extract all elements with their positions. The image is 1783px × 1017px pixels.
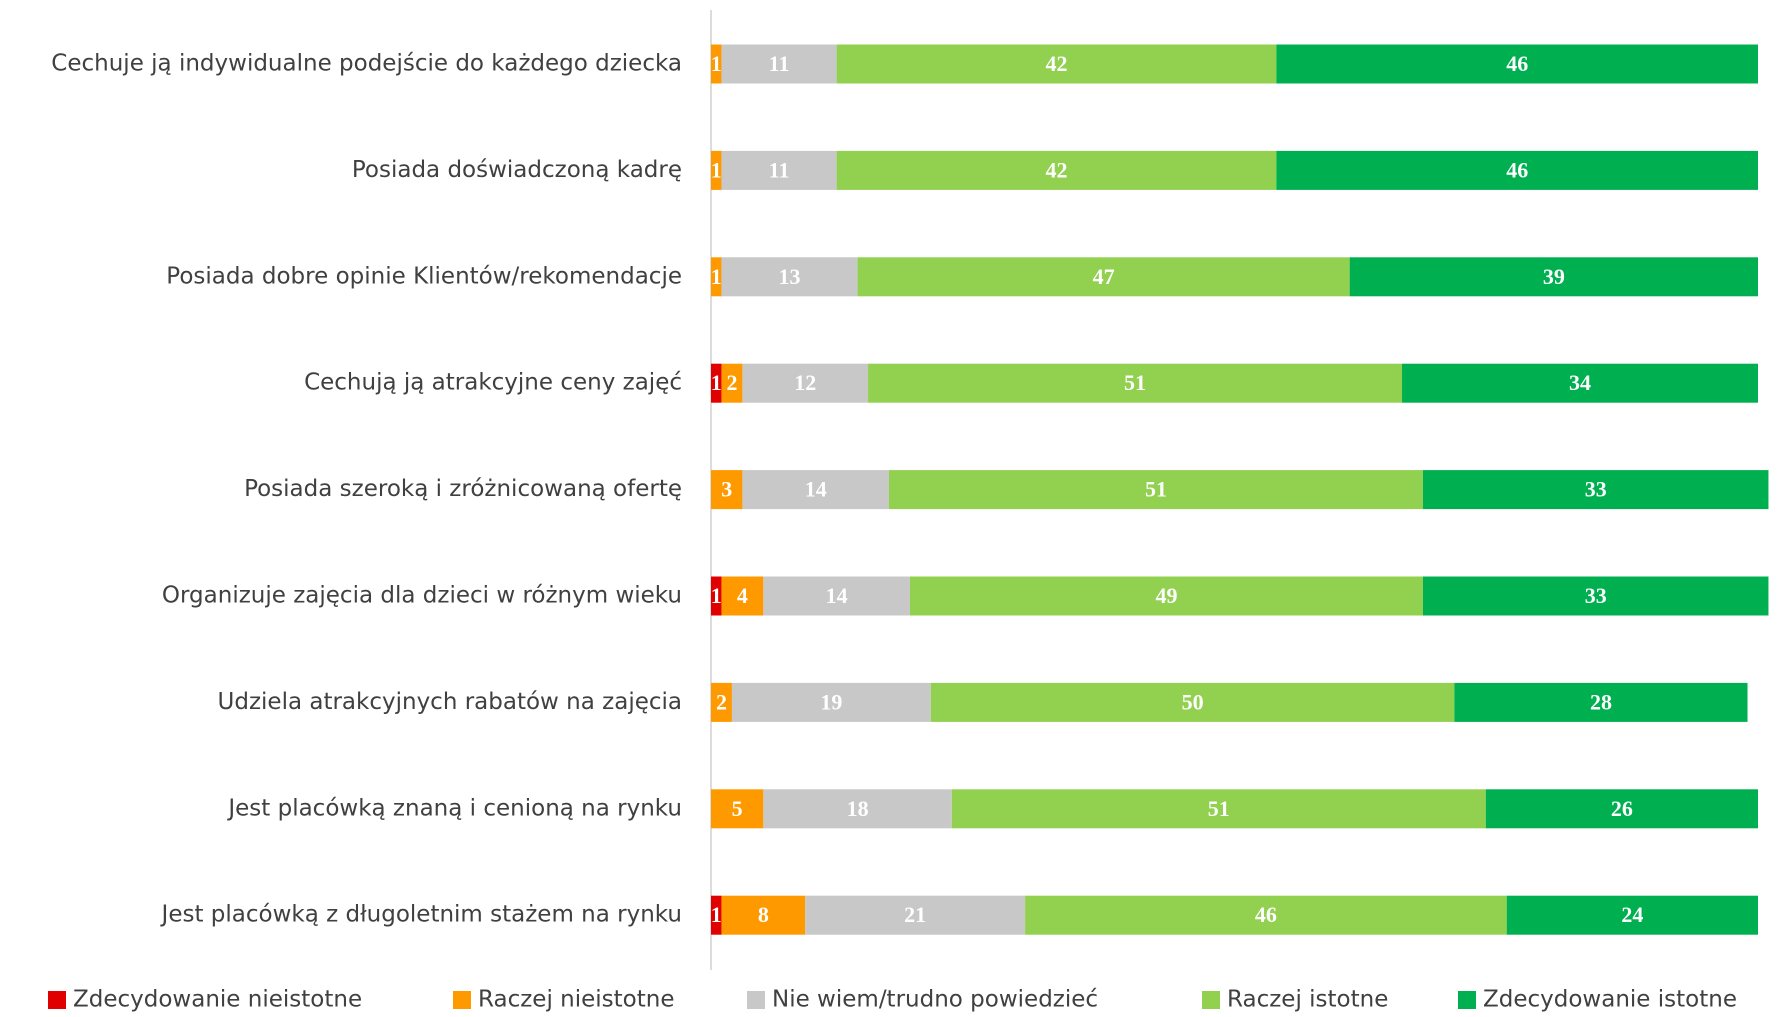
value-label: 12 — [794, 370, 816, 395]
value-label: 51 — [1145, 477, 1167, 502]
value-label: 21 — [904, 902, 926, 927]
value-label: 8 — [758, 902, 769, 927]
value-label: 47 — [1093, 264, 1115, 289]
value-label: 33 — [1585, 477, 1607, 502]
bar-segment — [1422, 470, 1769, 510]
bar-segment — [763, 576, 910, 616]
category-label: Posiada szeroką i zróżnicowaną ofertę — [244, 476, 682, 502]
bar-segment — [1454, 682, 1748, 722]
category-label: Cechuje ją indywidualne podejście do każ… — [51, 51, 682, 77]
bar-segment — [711, 470, 743, 510]
bar-segment — [1402, 363, 1758, 403]
value-label: 14 — [805, 477, 827, 502]
bar-segment — [763, 789, 952, 829]
bar-segment — [951, 789, 1486, 829]
legend-label: Raczej nieistotne — [478, 987, 674, 1013]
bar-segment — [1025, 895, 1507, 935]
category-label: Cechują ją atrakcyjne ceny zajęć — [304, 370, 682, 396]
legend-swatch — [747, 991, 765, 1009]
value-label: 34 — [1569, 370, 1591, 395]
bar-segment — [721, 576, 764, 616]
bar-segment — [711, 895, 722, 935]
legend-label: Nie wiem/trudno powiedzieć — [772, 987, 1098, 1013]
bar-segment — [711, 363, 722, 403]
value-label: 42 — [1046, 157, 1068, 182]
bar-segment — [836, 44, 1277, 84]
bar-segment — [1485, 789, 1758, 829]
bar-segment — [742, 363, 869, 403]
value-label: 11 — [769, 51, 790, 76]
category-label: Jest placówką z długoletnim stażem na ry… — [160, 902, 682, 928]
bar-segment — [909, 576, 1423, 616]
bar-segment — [742, 470, 889, 510]
bar-segment — [1506, 895, 1758, 935]
value-label: 3 — [721, 477, 732, 502]
category-label: Organizuje zajęcia dla dzieci w różnym w… — [162, 583, 682, 609]
bar-segment — [711, 150, 722, 190]
value-label: 13 — [779, 264, 801, 289]
category-label: Jest placówką znaną i cenioną na rynku — [226, 795, 682, 821]
value-label: 1 — [711, 583, 722, 608]
bar-segment — [888, 470, 1423, 510]
value-label: 51 — [1124, 370, 1146, 395]
value-label: 49 — [1155, 583, 1177, 608]
legend-swatch — [48, 991, 66, 1009]
legend-label: Zdecydowanie nieistotne — [73, 987, 362, 1013]
value-label: 50 — [1182, 689, 1204, 714]
category-label: Udziela atrakcyjnych rabatów na zajęcia — [218, 689, 682, 715]
value-label: 5 — [732, 796, 743, 821]
value-label: 4 — [737, 583, 748, 608]
bar-segment — [711, 576, 722, 616]
value-label: 1 — [711, 51, 722, 76]
legend-label: Zdecydowanie istotne — [1483, 987, 1737, 1013]
bar-segment — [721, 363, 743, 403]
legend-label: Raczej istotne — [1227, 987, 1388, 1013]
value-label: 19 — [820, 689, 842, 714]
value-label: 1 — [711, 370, 722, 395]
value-label: 39 — [1543, 264, 1565, 289]
value-label: 2 — [716, 689, 727, 714]
bar-segment — [721, 150, 837, 190]
bar-segment — [731, 682, 931, 722]
bar-segment — [1349, 257, 1758, 297]
legend-swatch — [1202, 991, 1220, 1009]
value-label: 18 — [847, 796, 869, 821]
value-label: 33 — [1585, 583, 1607, 608]
bar-segment — [721, 257, 858, 297]
value-label: 2 — [726, 370, 737, 395]
bar-segment — [711, 682, 732, 722]
value-label: 51 — [1208, 796, 1230, 821]
bar-segment — [721, 895, 806, 935]
bar-segment — [1276, 44, 1758, 84]
value-label: 28 — [1590, 689, 1612, 714]
value-label: 46 — [1506, 157, 1528, 182]
bar-segment — [711, 44, 722, 84]
value-label: 24 — [1621, 902, 1643, 927]
value-label: 1 — [711, 157, 722, 182]
bar-segment — [1276, 150, 1758, 190]
bar-segment — [930, 682, 1455, 722]
value-label: 46 — [1255, 902, 1277, 927]
bar-segment — [721, 44, 837, 84]
value-label: 1 — [711, 264, 722, 289]
legend-swatch — [453, 991, 471, 1009]
category-label: Posiada dobre opinie Klientów/rekomendac… — [166, 263, 682, 289]
bar-segment — [836, 150, 1277, 190]
value-label: 11 — [769, 157, 790, 182]
bar-segment — [805, 895, 1026, 935]
bar-segment — [711, 789, 764, 829]
bar-segment — [711, 257, 722, 297]
category-label: Posiada doświadczoną kadrę — [352, 157, 682, 183]
value-label: 42 — [1046, 51, 1068, 76]
value-label: 46 — [1506, 51, 1528, 76]
bar-segment — [857, 257, 1350, 297]
value-label: 1 — [711, 902, 722, 927]
legend-swatch — [1458, 991, 1476, 1009]
bar-segment — [868, 363, 1403, 403]
bar-segment — [1422, 576, 1769, 616]
value-label: 14 — [826, 583, 848, 608]
value-label: 26 — [1611, 796, 1633, 821]
